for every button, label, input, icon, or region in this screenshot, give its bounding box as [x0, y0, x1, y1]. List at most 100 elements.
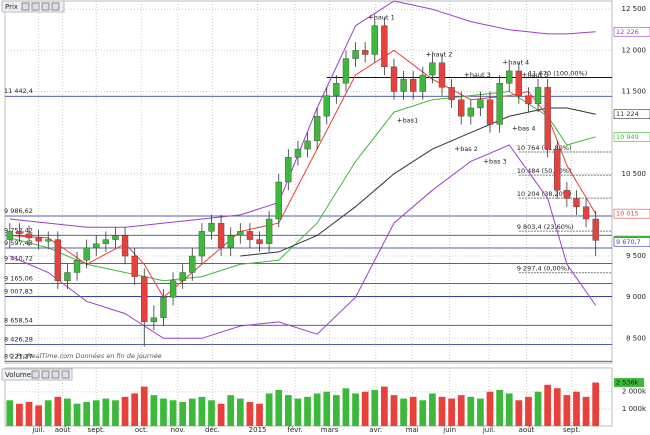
- candle-body: [83, 247, 90, 261]
- value-tag: [613, 208, 650, 219]
- volume-bar: [438, 396, 446, 426]
- volume-bar: [467, 396, 475, 426]
- volume-bar: [304, 396, 311, 426]
- candle-body: [35, 237, 42, 242]
- volume-bar: [112, 400, 119, 426]
- volume-bar: [44, 400, 52, 426]
- tool-icon[interactable]: [31, 370, 40, 379]
- value-tag-label: 11 224: [616, 110, 639, 118]
- panel-title: Volume: [5, 371, 31, 379]
- candle-body: [25, 233, 33, 239]
- volume-bar: [64, 398, 71, 426]
- volume-bar: [332, 395, 340, 426]
- value-tag-label: 10 015: [616, 210, 639, 218]
- candle-body: [304, 140, 311, 150]
- volume-bar: [592, 382, 600, 426]
- volume-bar: [54, 396, 62, 426]
- tool-icon[interactable]: [41, 2, 50, 11]
- volume-bar: [390, 395, 398, 426]
- candle-body: [486, 99, 494, 125]
- value-tag-label: 12 226: [616, 28, 639, 36]
- candle-body: [467, 107, 474, 117]
- x-tick-label: août: [519, 426, 535, 434]
- volume-bar: [102, 398, 110, 426]
- candle-body: [73, 259, 81, 273]
- tool-icon[interactable]: [41, 370, 50, 379]
- annotation-marker: +: [502, 59, 508, 67]
- volume-bar: [150, 395, 158, 426]
- annotation-marker: +: [512, 125, 518, 133]
- candle-body: [525, 95, 532, 105]
- candle-body: [285, 157, 292, 183]
- value-tag-label: 2 536k: [616, 379, 639, 387]
- candle-body: [112, 235, 119, 240]
- volume-bar: [486, 391, 494, 426]
- volume-bar: [342, 388, 350, 426]
- candle-body: [246, 231, 254, 240]
- candle-body: [121, 235, 129, 257]
- x-tick-label: déc.: [205, 426, 220, 434]
- volume-bar: [208, 400, 215, 426]
- volume-bar: [544, 384, 552, 426]
- candle-body: [400, 78, 407, 92]
- x-tick-label: sept.: [88, 426, 105, 434]
- candle-body: [64, 272, 71, 281]
- volume-bar: [25, 402, 33, 426]
- candle-body: [410, 78, 417, 92]
- volume-bar: [381, 386, 388, 426]
- volume-bar: [477, 398, 484, 426]
- volume-bar: [179, 402, 187, 426]
- y-tick-label: 9 000: [626, 293, 646, 301]
- tool-icon[interactable]: [51, 2, 60, 11]
- level-label: 8 658,54: [4, 316, 33, 324]
- candle-body: [208, 222, 215, 232]
- tool-icon[interactable]: [61, 370, 70, 379]
- candle-body: [45, 239, 52, 242]
- tool-icon[interactable]: [51, 370, 60, 379]
- candle-body: [265, 218, 273, 244]
- candle-body: [506, 70, 513, 84]
- candle-body: [54, 239, 62, 281]
- volume-bar: [6, 400, 14, 426]
- volume-bar: [169, 400, 177, 426]
- annotation-marker: +: [522, 71, 528, 79]
- candle-body: [390, 66, 398, 92]
- fib-label: 10 764 (61,80%): [517, 144, 572, 152]
- candle-body: [573, 198, 580, 207]
- candle-body: [582, 206, 590, 220]
- level-label: 9 410,72: [4, 254, 33, 262]
- volume-bar: [457, 395, 465, 426]
- candle-body: [131, 255, 138, 277]
- volume-bar: [92, 400, 100, 426]
- candle-body: [150, 317, 158, 323]
- volume-bar: [448, 398, 455, 426]
- candle-body: [438, 62, 446, 88]
- annotation-marker: +: [425, 50, 431, 58]
- candle-body: [333, 83, 340, 96]
- candle-body: [554, 148, 561, 191]
- candle-body: [6, 231, 13, 240]
- volume-bar: [131, 393, 139, 426]
- candle-body: [458, 99, 465, 117]
- candle-body: [342, 58, 350, 84]
- y-tick-label: 1 000k: [622, 405, 647, 413]
- volume-bar: [198, 396, 206, 426]
- volume-bar: [419, 400, 427, 426]
- y-tick-label: 10 500: [622, 170, 647, 178]
- volume-bar: [246, 402, 254, 426]
- panel-title: Prix: [5, 3, 18, 11]
- annotation: haut 4: [508, 59, 529, 67]
- annotation: bas 4: [518, 125, 536, 133]
- candle-body: [477, 99, 484, 109]
- fib-label: 11 670 (100,00%): [528, 70, 587, 78]
- tool-icon[interactable]: [31, 2, 40, 11]
- level-label: 9 597,43: [4, 239, 33, 247]
- candle-body: [496, 83, 503, 125]
- tool-icon[interactable]: [21, 2, 30, 11]
- volume-bar: [582, 396, 590, 426]
- y-tick-label: 8 500: [626, 334, 646, 342]
- annotation: bas 3: [489, 157, 507, 165]
- volume-bar: [409, 396, 417, 426]
- candle-body: [169, 280, 177, 298]
